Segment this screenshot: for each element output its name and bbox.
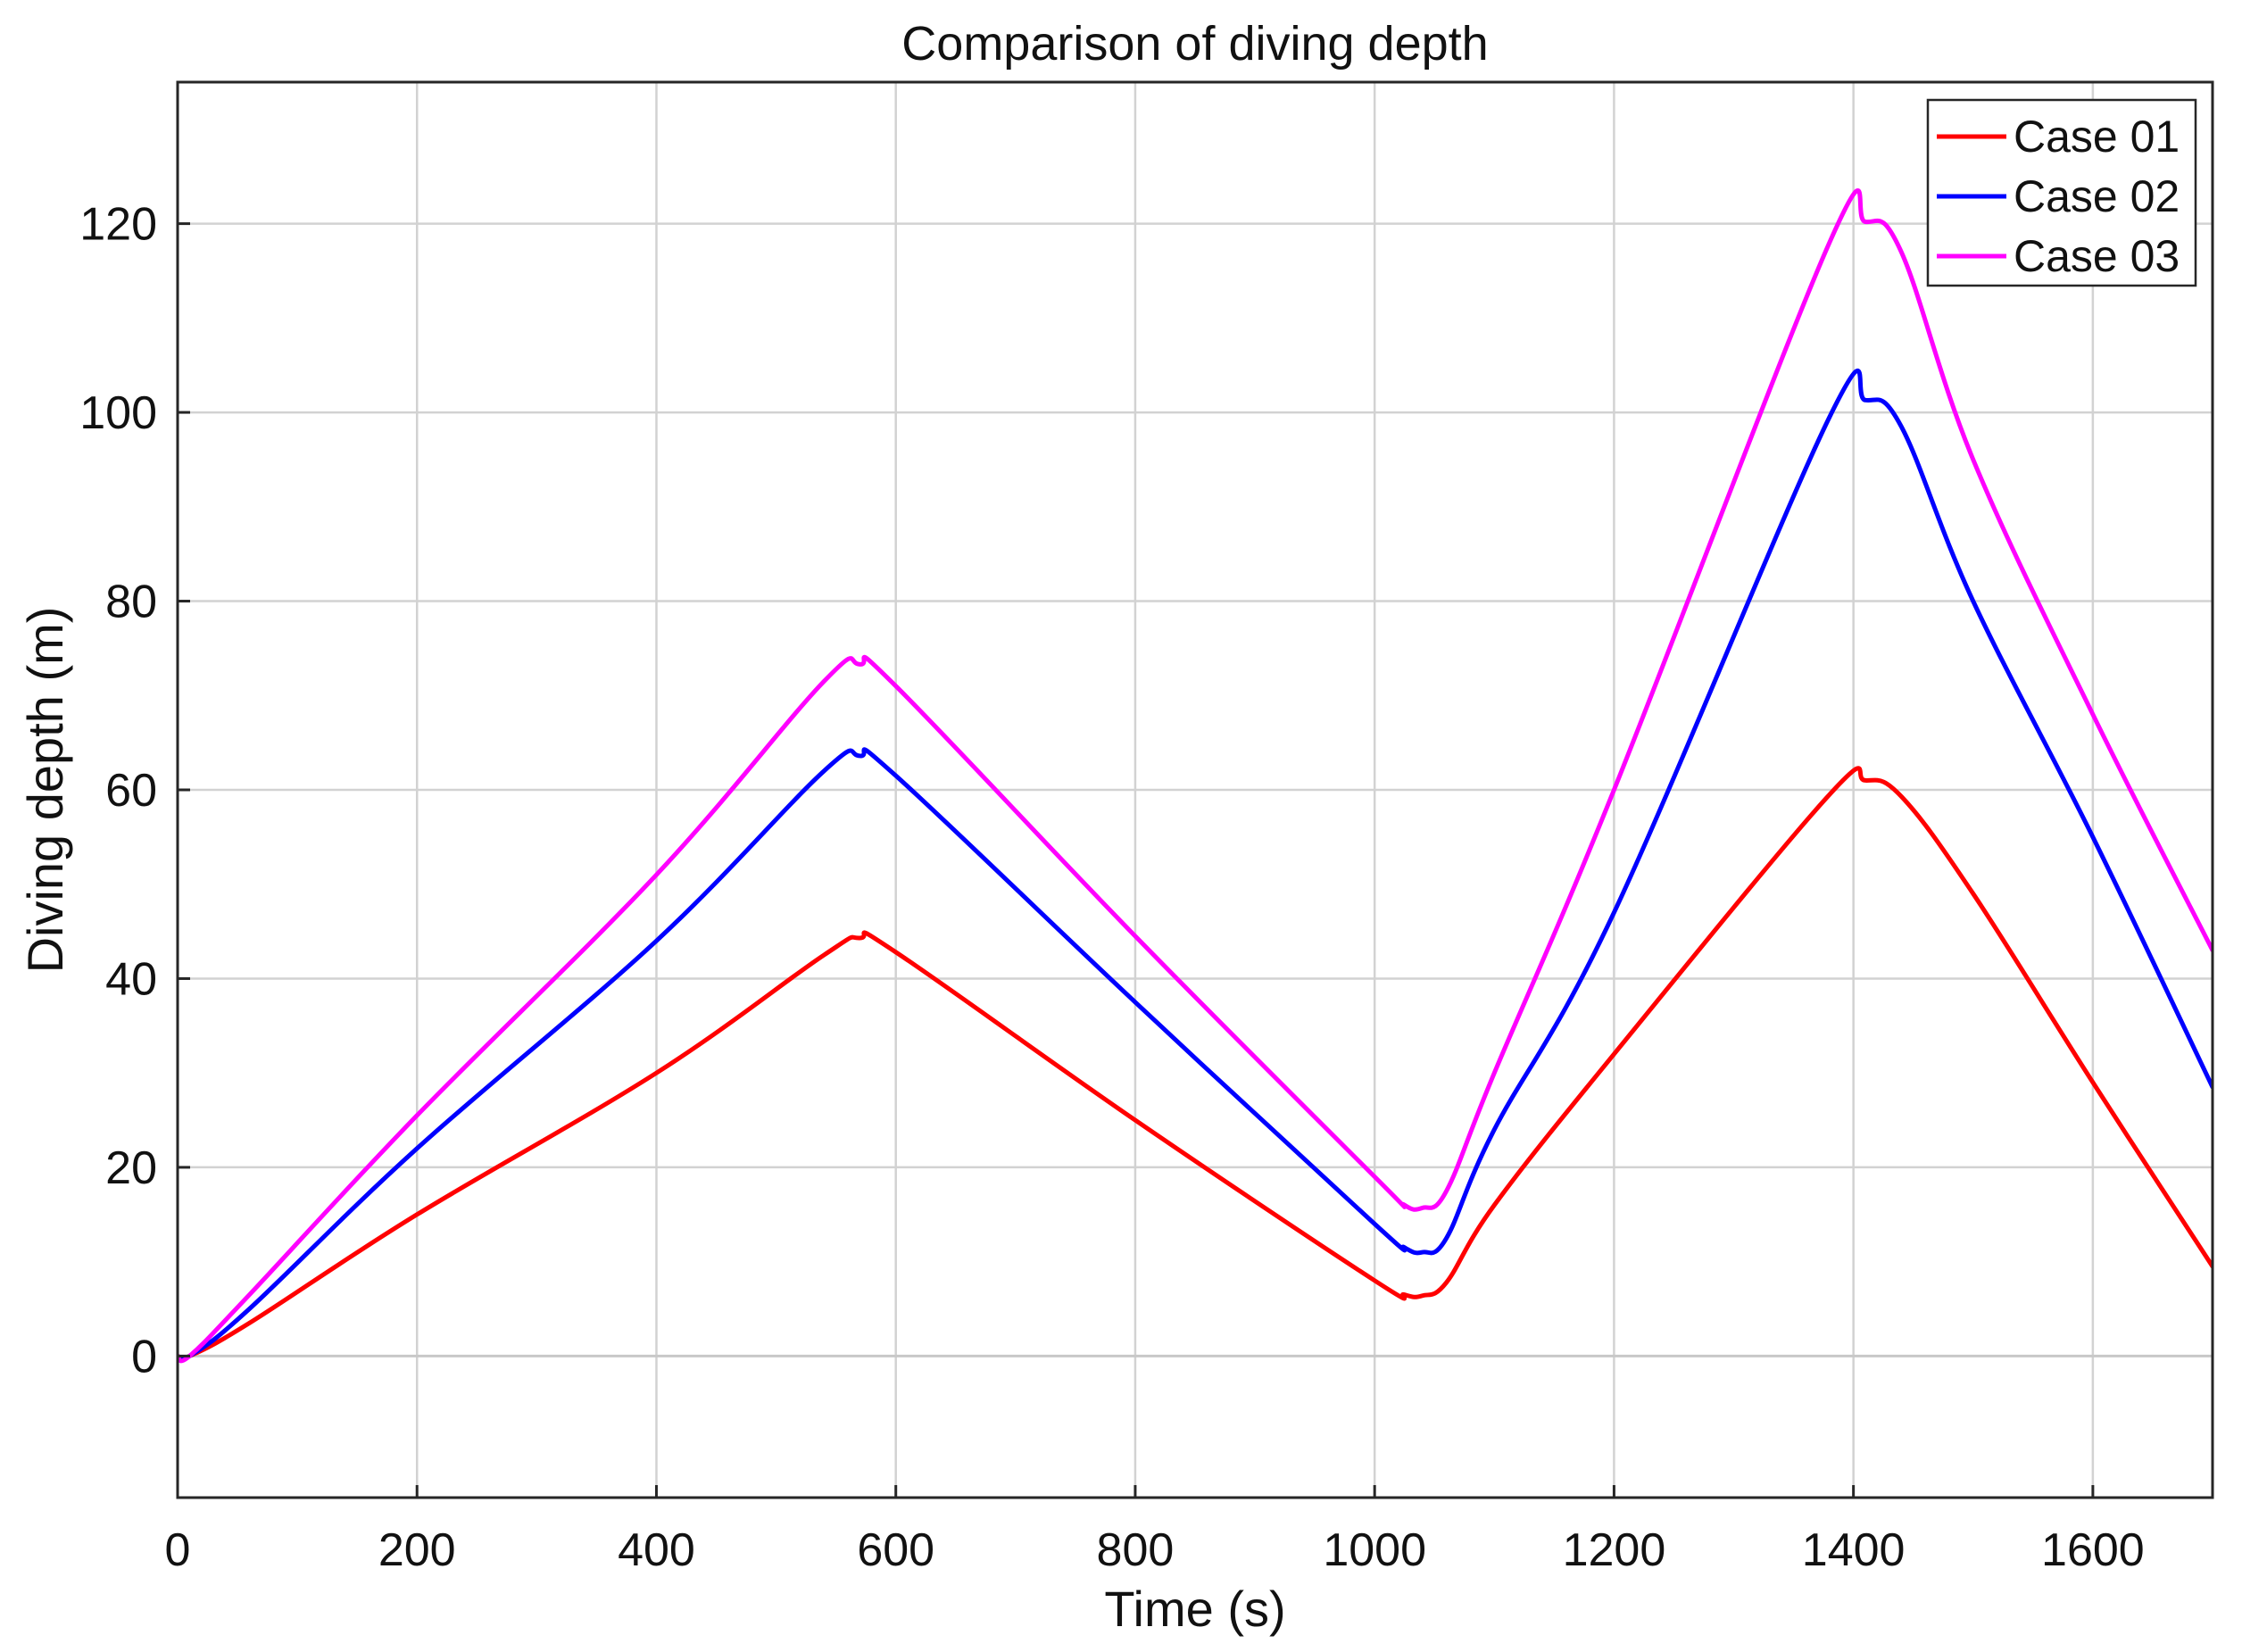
x-tick-label: 1400 [1802, 1524, 1906, 1576]
legend-label-case-02: Case 02 [2014, 171, 2180, 221]
grid [176, 82, 2213, 1498]
x-tick-label: 200 [378, 1524, 456, 1576]
x-axis-title: Time (s) [1104, 1581, 1285, 1637]
y-tick-label: 40 [105, 953, 157, 1005]
x-tick-label: 1000 [1323, 1524, 1426, 1576]
series-line-case-03 [178, 188, 2213, 1364]
x-tick-label: 600 [857, 1524, 934, 1576]
series-line-case-02 [178, 368, 2213, 1363]
legend-label-case-01: Case 01 [2014, 112, 2180, 162]
y-tick-label: 120 [79, 199, 157, 251]
y-axis-title: Diving depth (m) [17, 607, 73, 974]
x-tick-label: 400 [618, 1524, 695, 1576]
series-line-case-01 [178, 766, 2213, 1361]
chart-title: Comparison of diving depth [901, 17, 1488, 71]
y-tick-label: 100 [79, 387, 157, 439]
x-tick-label: 800 [1097, 1524, 1175, 1576]
legend: Case 01 Case 02 Case 03 [1926, 98, 2197, 287]
y-tick-label: 20 [105, 1142, 157, 1194]
y-axis-ticks: 0 20 40 60 80 100 120 [79, 199, 190, 1382]
y-tick-label: 0 [131, 1331, 157, 1382]
x-tick-label: 1600 [2041, 1524, 2145, 1576]
x-axis-ticks: 0 200 400 600 800 1000 1200 1400 1600 [165, 1485, 2145, 1576]
y-tick-label: 60 [105, 765, 157, 817]
y-tick-label: 80 [105, 577, 157, 628]
x-tick-label: 1200 [1563, 1524, 1666, 1576]
x-tick-label: 0 [165, 1524, 191, 1576]
legend-label-case-03: Case 03 [2014, 231, 2180, 281]
plot-lines [178, 188, 2213, 1364]
